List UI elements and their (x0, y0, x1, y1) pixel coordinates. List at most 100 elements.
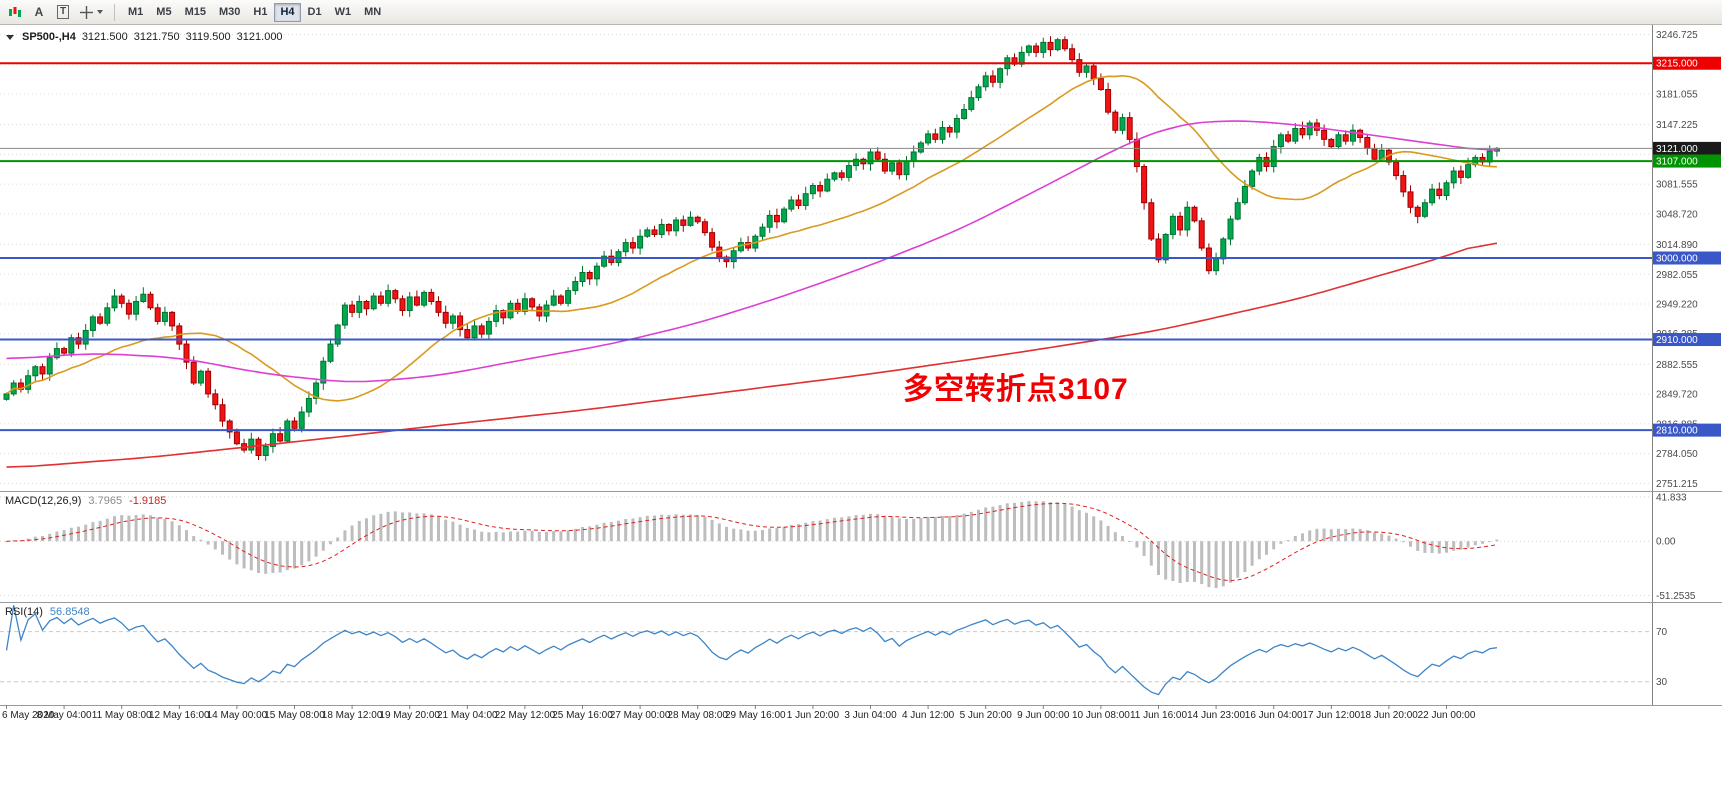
time-axis-label: 1 Jun 20:00 (787, 710, 840, 721)
time-axis-label: 17 Jun 12:00 (1302, 710, 1360, 721)
time-axis-label: 14 May 00:00 (207, 710, 268, 721)
candles-layer[interactable] (3, 36, 1500, 461)
time-axis-label: 10 Jun 08:00 (1072, 710, 1130, 721)
macd-signal-value: -1.9185 (129, 495, 167, 507)
price-badge (1653, 423, 1721, 437)
time-axis-label: 21 May 04:00 (437, 710, 498, 721)
price-badge (1653, 56, 1721, 70)
crosshair-tool-button[interactable] (76, 2, 107, 22)
price-axis-label: 2784.050 (1656, 449, 1698, 460)
price-axis-label: 2949.220 (1656, 300, 1698, 311)
price-axis-label: 3081.555 (1656, 180, 1698, 191)
timeframe-button-h1[interactable]: H1 (247, 3, 273, 22)
price-badge-label: 3121.000 (1656, 144, 1698, 155)
price-badge (1653, 154, 1721, 168)
time-axis-label: 11 May 08:00 (92, 710, 152, 721)
timeframe-button-m1[interactable]: M1 (122, 3, 149, 22)
price-badge (1653, 141, 1721, 155)
time-axis-label: 19 May 20:00 (379, 710, 440, 721)
macd-title: MACD(12,26,9) (5, 495, 82, 507)
ma-mid-line (6, 120, 1497, 383)
timeframe-button-d1[interactable]: D1 (302, 3, 328, 22)
rsi-title: RSI(14) (5, 606, 43, 618)
main-toolbar: A T M1 M5 M15 M30 H1 H4 D1 W1 MN (0, 0, 1722, 25)
time-axis-label: 22 May 12:00 (495, 710, 556, 721)
symbol-period-label: SP500-,H4 (22, 31, 76, 43)
price-badge-label: 3107.000 (1656, 157, 1698, 168)
ma-overlays-layer (6, 74, 1498, 468)
dropdown-caret-icon (97, 10, 103, 14)
macd-axis-label: 0.00 (1656, 537, 1676, 548)
ohlc-close: 3121.000 (236, 31, 283, 43)
timeframe-button-m15[interactable]: M15 (179, 3, 212, 22)
timeframe-button-mn[interactable]: MN (358, 3, 387, 22)
macd-signal-line (6, 502, 1497, 582)
price-axis-label: 3147.225 (1656, 120, 1698, 131)
time-axis-label: 14 Jun 23:00 (1187, 710, 1245, 721)
rsi-axis-label: 70 (1656, 627, 1668, 638)
price-badge-label: 2810.000 (1656, 426, 1698, 437)
price-axis-label: 3181.055 (1656, 89, 1698, 100)
chart-button[interactable] (4, 2, 26, 22)
rsi-panel[interactable]: 70 30 (0, 605, 1668, 696)
chart-icon (9, 7, 21, 17)
time-axis-label: 22 Jun 00:00 (1418, 710, 1476, 721)
time-axis-label: 11 Jun 16:00 (1130, 710, 1188, 721)
timeframe-toolbar: M1 M5 M15 M30 H1 H4 D1 W1 MN (122, 2, 387, 22)
time-axis-label: 3 Jun 04:00 (844, 710, 897, 721)
macd-axis-label: -51.2535 (1656, 591, 1696, 602)
price-axis-label: 2882.555 (1656, 360, 1698, 371)
time-axis-label: 8 May 04:00 (37, 710, 92, 721)
toolbar-separator (114, 3, 115, 21)
time-axis-label: 12 May 16:00 (149, 710, 210, 721)
price-badge-label: 3000.000 (1656, 254, 1698, 265)
ohlc-open: 3121.500 (81, 31, 128, 43)
rsi-axis-label: 30 (1656, 677, 1668, 688)
time-axis-label: 18 May 12:00 (322, 710, 383, 721)
price-badge-label: 3215.000 (1656, 59, 1698, 70)
price-axis-label: 2751.215 (1656, 479, 1698, 490)
macd-panel[interactable]: 41.833 0.00 -51.2535 (0, 492, 1696, 602)
timeframe-button-w1[interactable]: W1 (329, 3, 358, 22)
label-a-button[interactable]: A (28, 2, 50, 22)
rsi-value: 56.8548 (49, 606, 90, 618)
price-badge-label: 2910.000 (1656, 335, 1698, 346)
text-tool-button[interactable]: T (52, 2, 74, 22)
price-axis-label: 2849.720 (1656, 390, 1698, 401)
ma-fast-line (6, 74, 1497, 402)
price-axis-label: 3246.725 (1656, 30, 1698, 41)
timeframe-button-m30[interactable]: M30 (213, 3, 246, 22)
rsi-header: RSI(14) 56.8548 (5, 606, 90, 618)
levels-layer[interactable] (0, 62, 1652, 432)
price-axis-label: 2982.055 (1656, 270, 1698, 281)
time-axis-label: 4 Jun 12:00 (902, 710, 955, 721)
crosshair-icon (80, 5, 93, 19)
price-axis-label: 3014.890 (1656, 240, 1698, 251)
text-tool-icon: T (56, 5, 70, 19)
ohlc-high: 3121.750 (133, 31, 180, 43)
time-axis-label: 5 Jun 20:00 (960, 710, 1013, 721)
time-axis-label: 9 Jun 00:00 (1017, 710, 1070, 721)
price-axis[interactable]: 3246.725 3181.055 3147.225 3081.555 3048.720… (1653, 30, 1721, 490)
macd-axis-label: 41.833 (1656, 492, 1687, 503)
timeframe-button-h4[interactable]: H4 (274, 2, 301, 22)
ma-slow-line (6, 242, 1498, 468)
time-axis-label: 18 Jun 20:00 (1360, 710, 1418, 721)
time-axis-label: 6 May 2020 (2, 710, 55, 721)
macd-main-value: 3.7965 (88, 495, 123, 507)
price-axis-label: 3048.720 (1656, 209, 1698, 220)
time-axis-label: 28 May 08:00 (667, 710, 728, 721)
ohlc-low: 3119.500 (185, 31, 231, 43)
grid-layer (0, 33, 1652, 484)
time-axis-label: 25 May 16:00 (552, 710, 613, 721)
time-axis-label: 15 May 08:00 (264, 710, 325, 721)
chart-annotation[interactable]: 多空转折点3107 (903, 373, 1129, 406)
symbol-dropdown-triangle[interactable] (6, 34, 14, 40)
macd-header: MACD(12,26,9) 3.7965 -1.9185 (5, 495, 166, 507)
timeframe-button-m5[interactable]: M5 (150, 3, 177, 22)
chart-ohlc-header: SP500-,H4 3121.500 3121.750 3119.500 312… (6, 31, 283, 43)
price-badge (1653, 333, 1721, 347)
